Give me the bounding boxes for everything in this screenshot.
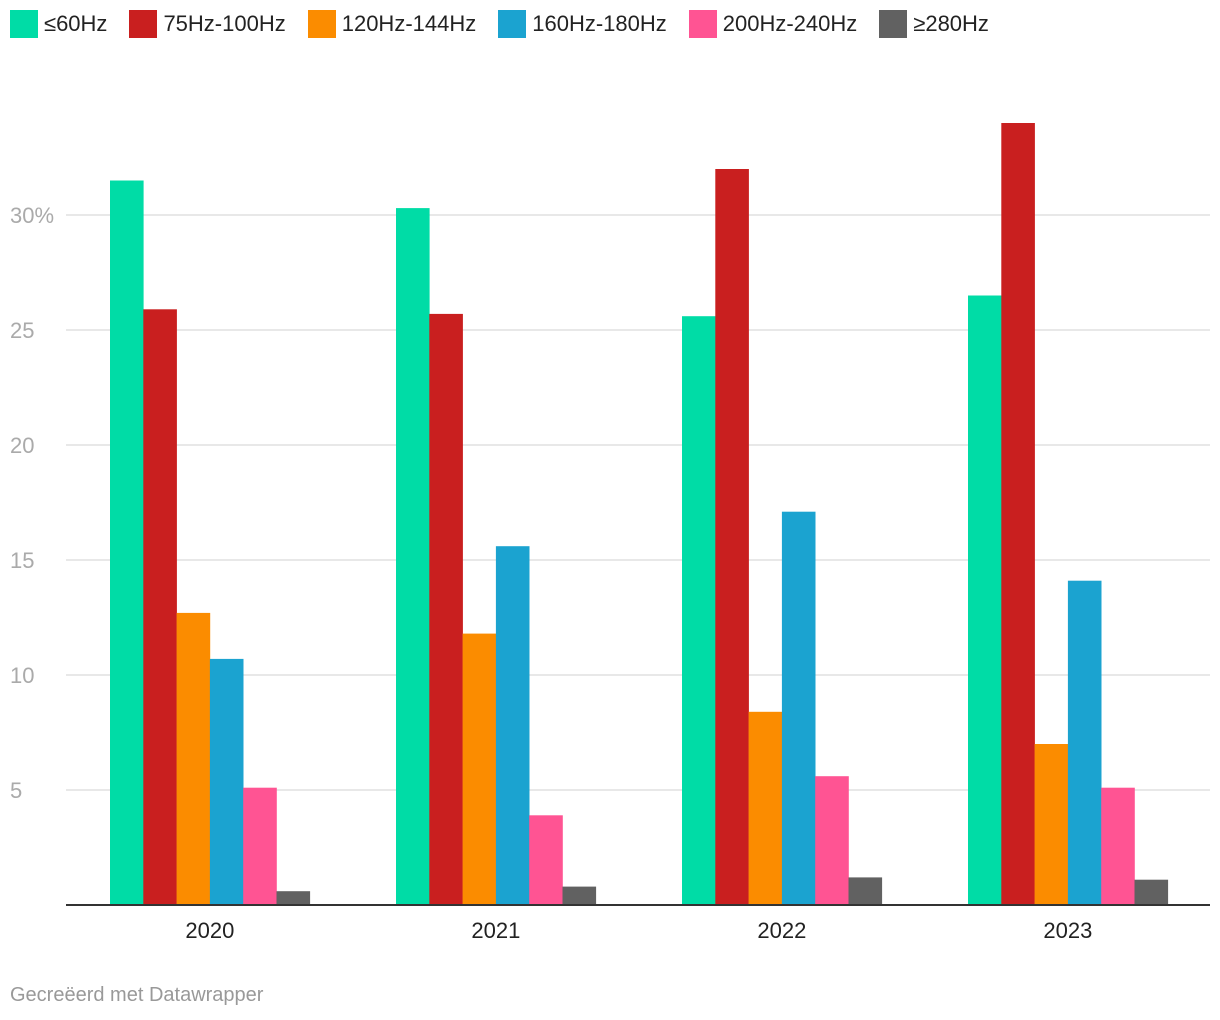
bar — [848, 877, 883, 905]
bar — [1001, 123, 1035, 905]
bar — [176, 612, 211, 905]
bar — [276, 891, 311, 905]
y-tick-label: 15 — [10, 548, 34, 573]
bar — [462, 633, 497, 905]
bar — [815, 776, 849, 905]
legend-label: ≥280Hz — [913, 11, 989, 36]
x-tick-label: 2021 — [471, 918, 520, 943]
y-tick-label: 5 — [10, 778, 22, 803]
bar — [562, 886, 597, 905]
legend: ≤60Hz 75Hz-100Hz 120Hz-144Hz 160Hz-180Hz 200… — [10, 10, 1011, 38]
bar — [429, 313, 463, 905]
legend-swatch — [879, 10, 908, 38]
legend-label: 200Hz-240Hz — [722, 11, 858, 36]
bar — [495, 546, 530, 905]
y-tick-label: 25 — [10, 318, 34, 343]
bar — [1101, 787, 1135, 905]
bar — [1134, 879, 1169, 905]
bar — [143, 309, 177, 905]
legend-label: 120Hz-144Hz — [341, 11, 477, 36]
legend-swatch — [307, 10, 336, 38]
bar — [1034, 744, 1069, 905]
footer-credit[interactable]: Gecreëerd met Datawrapper — [10, 984, 264, 1006]
legend-item: ≥280Hz — [879, 10, 989, 38]
bar — [1067, 580, 1102, 905]
bar — [781, 511, 816, 905]
legend-swatch — [688, 10, 717, 38]
legend-swatch — [129, 10, 158, 38]
bar — [682, 316, 716, 905]
bar — [715, 169, 749, 905]
x-tick-label: 2023 — [1043, 918, 1092, 943]
x-tick-label: 2020 — [185, 918, 234, 943]
legend-swatch — [10, 10, 38, 38]
bar — [968, 295, 1002, 905]
legend-item: 75Hz-100Hz — [129, 10, 286, 38]
legend-item: ≤60Hz — [10, 10, 107, 38]
legend-item: 200Hz-240Hz — [688, 10, 858, 38]
legend-swatch — [498, 10, 527, 38]
x-tick-label: 2022 — [757, 918, 806, 943]
y-tick-label: 10 — [10, 663, 34, 688]
bar — [529, 815, 563, 905]
bar — [748, 711, 783, 905]
legend-item: 160Hz-180Hz — [498, 10, 667, 38]
legend-item: 120Hz-144Hz — [307, 10, 477, 38]
legend-label: 160Hz-180Hz — [532, 11, 667, 36]
bar — [396, 208, 430, 906]
bar — [110, 180, 144, 905]
bar — [243, 787, 277, 905]
y-tick-label: 20 — [10, 433, 34, 458]
legend-label: ≤60Hz — [44, 11, 108, 36]
legend-label: 75Hz-100Hz — [163, 11, 286, 36]
bar — [209, 658, 244, 905]
y-tick-label: 30% — [10, 203, 54, 228]
